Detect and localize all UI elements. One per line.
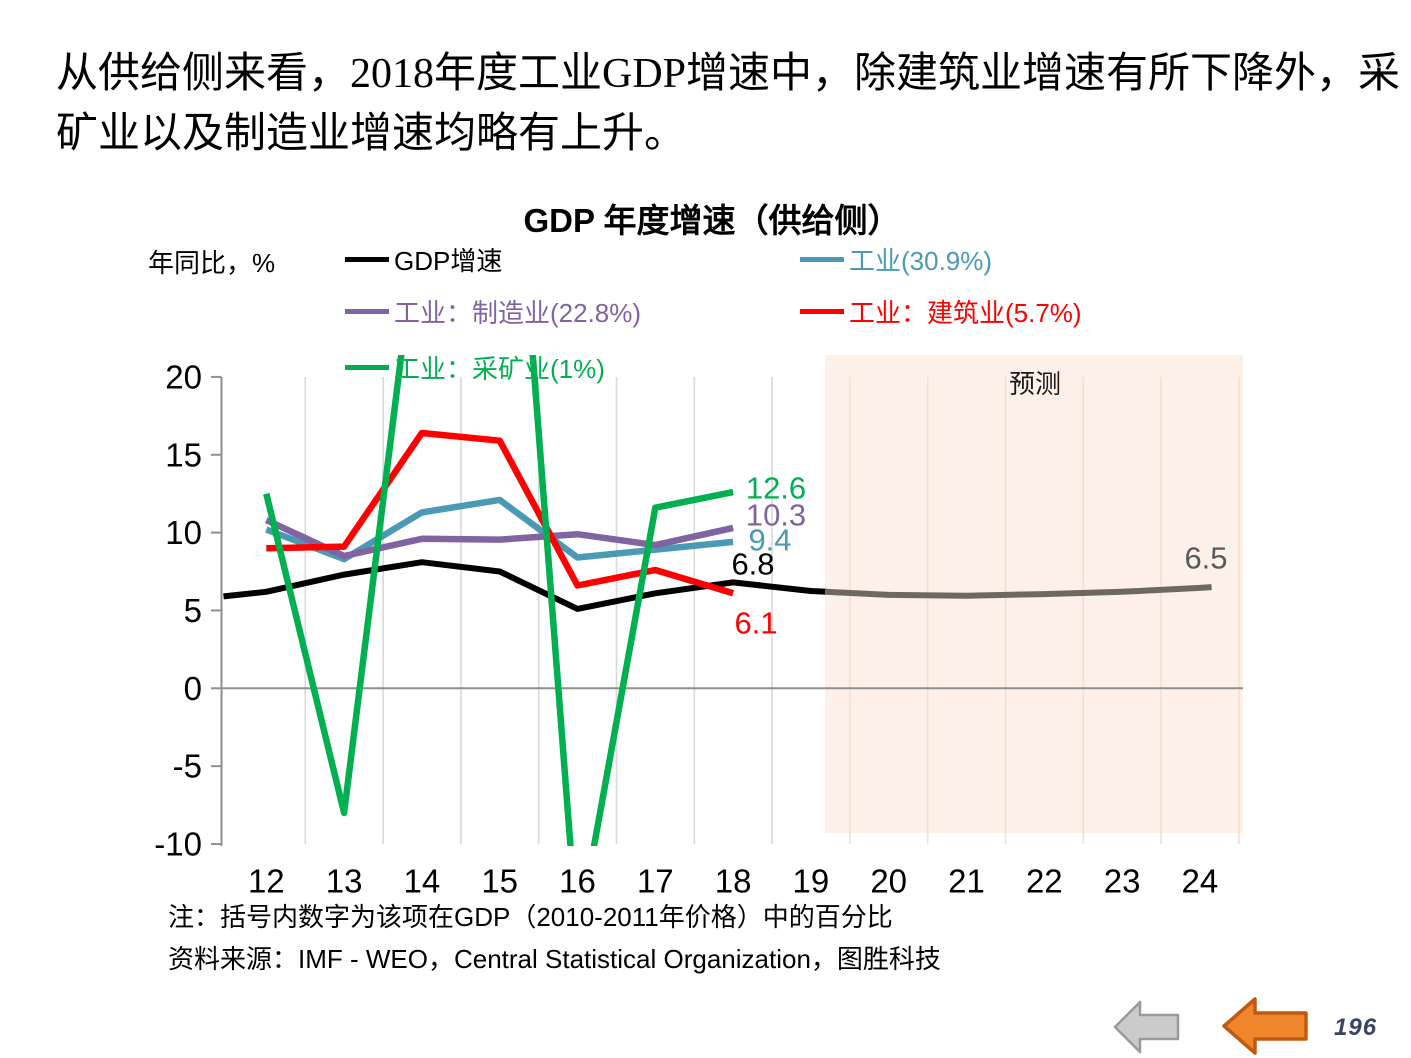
back-arrow-orange-icon[interactable] xyxy=(1221,995,1309,1057)
source-line: 资料来源：IMF - WEO，Central Statistical Organ… xyxy=(168,944,941,974)
legend-label-construction: 工业：建筑业(5.7%) xyxy=(849,297,1082,328)
x-tick-label: 24 xyxy=(1182,863,1219,900)
series-line-gdp xyxy=(223,559,827,612)
series-line-gdp_forecast xyxy=(824,584,1212,599)
page-number: 196 xyxy=(1334,1014,1378,1041)
data-label: 预测 xyxy=(1009,369,1061,399)
legend-label-manufacturing: 工业：制造业(22.8%) xyxy=(394,297,642,328)
y-tick-label: -5 xyxy=(173,748,202,785)
chart-title: GDP 年度增速（供给侧） xyxy=(523,202,901,239)
x-tick-label: 22 xyxy=(1026,863,1063,900)
y-tick-label: 0 xyxy=(184,670,202,707)
data-label: 9.4 xyxy=(748,523,791,558)
series-line-construction xyxy=(266,429,735,597)
legend-label-mining: 工业：采矿业(1%) xyxy=(394,353,605,384)
y-tick-label: -10 xyxy=(154,826,202,863)
gdp-line-swatch-icon xyxy=(345,256,389,262)
x-tick-label: 13 xyxy=(326,863,363,900)
chart-notes: 注：括号内数字为该项在GDP（2010-2011年价格）中的百分比 资料来源：I… xyxy=(168,896,941,980)
series-line-mining xyxy=(263,355,734,846)
y-axis-unit-label: 年同比，% xyxy=(148,248,276,278)
legend-item-construction: 工业：建筑业(5.7%) xyxy=(800,296,1082,328)
legend-item-gdp: GDP增速 xyxy=(345,244,502,276)
y-tick-label: 5 xyxy=(184,592,202,629)
x-tick-label: 18 xyxy=(715,863,752,900)
paragraph-line-1: 从供给侧来看，2018年度工业GDP增速中，除建筑业增速有所下降外，采 xyxy=(56,51,1401,97)
x-tick-label: 16 xyxy=(559,863,596,900)
legend-item-manufacturing: 工业：制造业(22.8%) xyxy=(345,296,641,328)
series-line-manufacturing xyxy=(264,517,734,560)
x-tick-label: 17 xyxy=(637,863,674,900)
x-tick-label: 12 xyxy=(248,863,285,900)
data-label: 6.5 xyxy=(1184,541,1227,576)
manufacturing-line-swatch-icon xyxy=(345,308,389,314)
paragraph-line-2: 矿业以及制造业增速均略有上升。 xyxy=(56,111,687,157)
x-tick-label: 20 xyxy=(870,863,907,900)
legend-label-industry: 工业(30.9%) xyxy=(849,245,993,276)
legend-item-industry: 工业(30.9%) xyxy=(800,244,992,276)
data-label: 6.1 xyxy=(734,606,777,641)
construction-line-swatch-icon xyxy=(800,308,844,314)
x-tick-label: 23 xyxy=(1104,863,1141,900)
data-label: 12.6 xyxy=(746,471,806,506)
y-tick-label: 15 xyxy=(165,436,202,473)
body-paragraph: 从供给侧来看，2018年度工业GDP增速中，除建筑业增速有所下降外，采 矿业以及… xyxy=(56,44,1401,164)
x-tick-label: 15 xyxy=(481,863,518,900)
data-label: 6.8 xyxy=(731,547,774,582)
mining-line-swatch-icon xyxy=(345,364,389,370)
x-tick-label: 14 xyxy=(404,863,441,900)
note-line: 注：括号内数字为该项在GDP（2010-2011年价格）中的百分比 xyxy=(168,902,893,932)
x-tick-label: 19 xyxy=(793,863,830,900)
industry-line-swatch-icon xyxy=(800,256,844,262)
series-group xyxy=(223,355,1212,846)
x-tick-label: 21 xyxy=(948,863,985,900)
y-tick-label: 10 xyxy=(165,514,202,551)
y-tick-label: 20 xyxy=(165,358,202,395)
legend-item-mining: 工业：采矿业(1%) xyxy=(345,352,605,384)
legend-label-gdp: GDP增速 xyxy=(394,245,503,276)
back-arrow-gray-icon[interactable] xyxy=(1113,998,1181,1056)
data-label: 10.3 xyxy=(746,498,806,533)
